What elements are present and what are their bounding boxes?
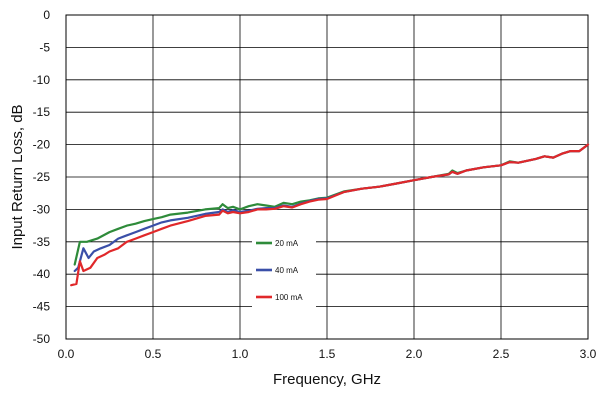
y-tick-label: 0: [43, 8, 50, 22]
y-tick-label: -35: [33, 235, 51, 249]
grid: [66, 15, 588, 339]
x-tick-label: 0.0: [58, 347, 75, 361]
x-axis-title: Frequency, GHz: [273, 371, 381, 388]
plot-frame: [65, 14, 589, 340]
legend: 20 mA 40 mA 100 mA: [252, 230, 316, 308]
y-tick-label: -15: [33, 105, 51, 119]
y-axis-title: Input Return Loss, dB: [9, 104, 26, 249]
x-tick-label: 3.0: [580, 347, 597, 361]
x-tick-label: 2.5: [493, 347, 510, 361]
y-tick-label: -50: [33, 332, 51, 346]
legend-label: 100 mA: [275, 293, 303, 302]
series-line-40-ma: [73, 143, 590, 273]
legend-label: 20 mA: [275, 239, 299, 248]
y-tick-label: -10: [33, 73, 51, 87]
y-axis-ticks: 0 -5 -10 -15 -20 -25 -30 -35 -40 -45 -50: [33, 8, 51, 346]
y-tick-label: -5: [39, 40, 50, 54]
x-tick-label: 0.5: [145, 347, 162, 361]
y-tick-label: -30: [33, 202, 51, 216]
x-tick-label: 2.0: [406, 347, 423, 361]
y-tick-label: -45: [33, 300, 51, 314]
series-line-100-ma: [70, 143, 590, 287]
series-layer: [70, 143, 590, 287]
x-tick-label: 1.0: [232, 347, 249, 361]
x-axis-ticks: 0.0 0.5 1.0 1.5 2.0 2.5 3.0: [58, 347, 597, 361]
legend-label: 40 mA: [275, 266, 299, 275]
y-tick-label: -20: [33, 138, 51, 152]
y-tick-label: -40: [33, 267, 51, 281]
x-tick-label: 1.5: [319, 347, 336, 361]
y-tick-label: -25: [33, 170, 51, 184]
